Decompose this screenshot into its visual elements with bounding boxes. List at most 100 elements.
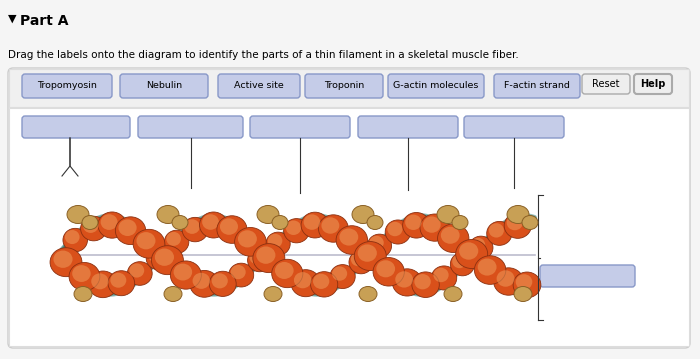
Text: Help: Help — [640, 79, 666, 89]
Ellipse shape — [220, 218, 238, 235]
Ellipse shape — [431, 266, 456, 290]
Ellipse shape — [63, 228, 88, 252]
Ellipse shape — [238, 230, 257, 247]
Ellipse shape — [108, 271, 134, 296]
Ellipse shape — [157, 205, 179, 224]
Ellipse shape — [354, 242, 386, 271]
Bar — [9, 108, 689, 346]
Ellipse shape — [67, 205, 89, 224]
Ellipse shape — [53, 251, 73, 268]
Ellipse shape — [136, 232, 155, 250]
Ellipse shape — [202, 214, 219, 230]
Ellipse shape — [450, 253, 475, 276]
Ellipse shape — [522, 215, 538, 229]
Text: Active site: Active site — [234, 81, 284, 90]
Ellipse shape — [438, 224, 469, 252]
Ellipse shape — [330, 265, 355, 289]
Ellipse shape — [369, 236, 384, 250]
Ellipse shape — [111, 273, 126, 288]
Ellipse shape — [234, 228, 266, 256]
Ellipse shape — [304, 214, 321, 230]
Ellipse shape — [91, 273, 108, 289]
Ellipse shape — [286, 220, 301, 235]
Ellipse shape — [469, 236, 493, 259]
Ellipse shape — [69, 262, 100, 290]
Ellipse shape — [332, 266, 347, 281]
Ellipse shape — [412, 272, 440, 298]
FancyBboxPatch shape — [540, 265, 635, 287]
FancyBboxPatch shape — [305, 74, 383, 98]
FancyBboxPatch shape — [634, 74, 672, 94]
Ellipse shape — [367, 215, 383, 229]
FancyBboxPatch shape — [8, 68, 690, 348]
Ellipse shape — [248, 249, 272, 272]
Ellipse shape — [433, 268, 449, 282]
FancyBboxPatch shape — [22, 74, 112, 98]
Ellipse shape — [182, 217, 208, 242]
Text: ▼: ▼ — [8, 14, 17, 24]
Ellipse shape — [275, 262, 293, 279]
Ellipse shape — [301, 212, 329, 238]
Ellipse shape — [504, 213, 531, 238]
Ellipse shape — [83, 218, 99, 233]
Ellipse shape — [387, 222, 402, 236]
Ellipse shape — [420, 214, 449, 241]
Text: Troponin: Troponin — [324, 81, 364, 90]
Text: Drag the labels onto the diagram to identify the parts of a thin filament in a s: Drag the labels onto the diagram to iden… — [8, 50, 519, 60]
Ellipse shape — [257, 205, 279, 224]
Ellipse shape — [98, 212, 126, 238]
FancyBboxPatch shape — [218, 74, 300, 98]
Text: F-actin strand: F-actin strand — [504, 81, 570, 90]
Ellipse shape — [164, 230, 189, 253]
Ellipse shape — [199, 212, 228, 238]
Ellipse shape — [272, 215, 288, 229]
Ellipse shape — [151, 246, 183, 275]
Ellipse shape — [373, 257, 405, 286]
Ellipse shape — [340, 228, 358, 246]
Ellipse shape — [507, 205, 529, 224]
Ellipse shape — [101, 214, 118, 230]
Ellipse shape — [155, 248, 174, 266]
Ellipse shape — [127, 262, 152, 285]
Ellipse shape — [494, 268, 524, 295]
Ellipse shape — [441, 227, 460, 244]
Ellipse shape — [313, 274, 329, 289]
Ellipse shape — [385, 220, 411, 244]
Bar — [9, 69, 689, 107]
Ellipse shape — [217, 216, 247, 243]
Ellipse shape — [264, 286, 282, 302]
Ellipse shape — [272, 259, 303, 288]
Ellipse shape — [456, 239, 488, 269]
Ellipse shape — [377, 260, 395, 278]
Ellipse shape — [116, 217, 146, 244]
Ellipse shape — [229, 263, 253, 287]
Text: Nebulin: Nebulin — [146, 81, 182, 90]
Ellipse shape — [459, 242, 478, 260]
Ellipse shape — [268, 234, 282, 248]
Ellipse shape — [395, 271, 413, 288]
Ellipse shape — [477, 258, 496, 276]
Ellipse shape — [444, 286, 462, 302]
FancyBboxPatch shape — [582, 74, 630, 94]
Ellipse shape — [167, 232, 181, 246]
Ellipse shape — [321, 217, 340, 234]
Ellipse shape — [336, 226, 368, 254]
Ellipse shape — [174, 264, 192, 280]
Ellipse shape — [402, 213, 430, 238]
Ellipse shape — [318, 215, 349, 242]
Ellipse shape — [249, 250, 264, 264]
Ellipse shape — [211, 273, 228, 288]
Ellipse shape — [130, 264, 144, 278]
FancyBboxPatch shape — [250, 116, 350, 138]
Ellipse shape — [514, 286, 532, 302]
Ellipse shape — [392, 269, 422, 296]
Ellipse shape — [133, 229, 164, 258]
Ellipse shape — [256, 246, 275, 264]
Ellipse shape — [405, 215, 421, 230]
Ellipse shape — [437, 205, 459, 224]
Text: Tropomyosin: Tropomyosin — [37, 81, 97, 90]
Ellipse shape — [358, 244, 377, 262]
Ellipse shape — [423, 216, 441, 233]
Text: Part A: Part A — [20, 14, 69, 28]
Ellipse shape — [294, 272, 312, 288]
